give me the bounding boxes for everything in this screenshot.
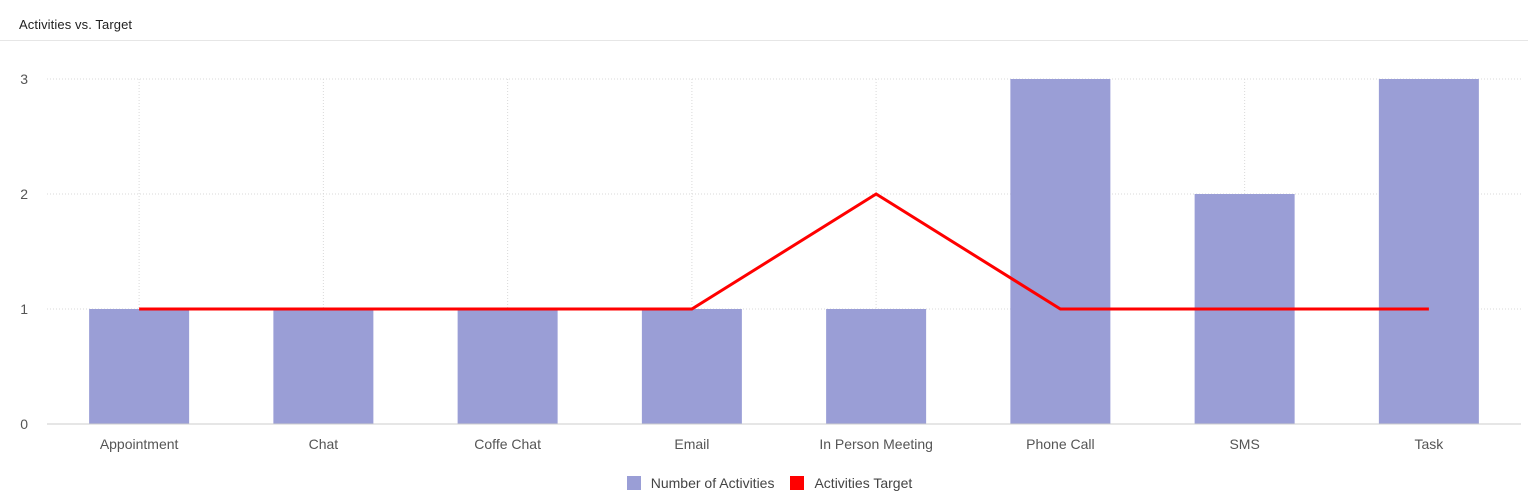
bar-coffe-chat [457, 309, 558, 424]
legend-label-bar-series: Number of Activities [650, 475, 775, 491]
legend-swatch-line [790, 476, 805, 490]
y-tick-label: 3 [20, 71, 28, 87]
x-tick-label: Email [674, 436, 709, 452]
x-tick-label: Phone Call [1026, 436, 1095, 452]
bar-task [1378, 79, 1479, 424]
x-tick-label: SMS [1229, 436, 1259, 452]
target-line [139, 192, 1429, 311]
bar-phone-call [1010, 79, 1111, 424]
bar-in-person-meeting [826, 309, 927, 424]
y-tick-label: 0 [20, 416, 28, 432]
bar-email [641, 309, 742, 424]
x-tick-label: Chat [309, 436, 339, 452]
legend-item-bar-series[interactable]: Number of Activities [626, 475, 775, 491]
x-tick-label: Coffe Chat [474, 436, 541, 452]
axis-layer: 0 1 2 3 Appointment Chat Coffe Chat Email In Per… [20, 71, 1521, 452]
panel-title: Activities vs. Target [19, 17, 133, 32]
x-tick-label: In Person Meeting [819, 436, 933, 452]
legend-label-line-series: Activities Target [814, 475, 913, 491]
panel-header: Activities vs. Target [0, 0, 1528, 41]
bar-chat [273, 309, 374, 424]
chart-legend: Number of Activities Activities Target [0, 475, 1539, 491]
bar-layer [89, 79, 1479, 424]
y-tick-label: 2 [20, 186, 28, 202]
y-tick-label: 1 [20, 301, 28, 317]
legend-item-line-series[interactable]: Activities Target [790, 475, 912, 491]
activities-chart: 0 1 2 3 Appointment Chat Coffe Chat Email In Per… [20, 71, 1521, 452]
x-tick-label: Appointment [100, 436, 179, 452]
bar-appointment [89, 309, 190, 424]
x-tick-label: Task [1414, 436, 1444, 452]
legend-swatch-bar [626, 476, 641, 490]
line-layer [139, 192, 1429, 311]
